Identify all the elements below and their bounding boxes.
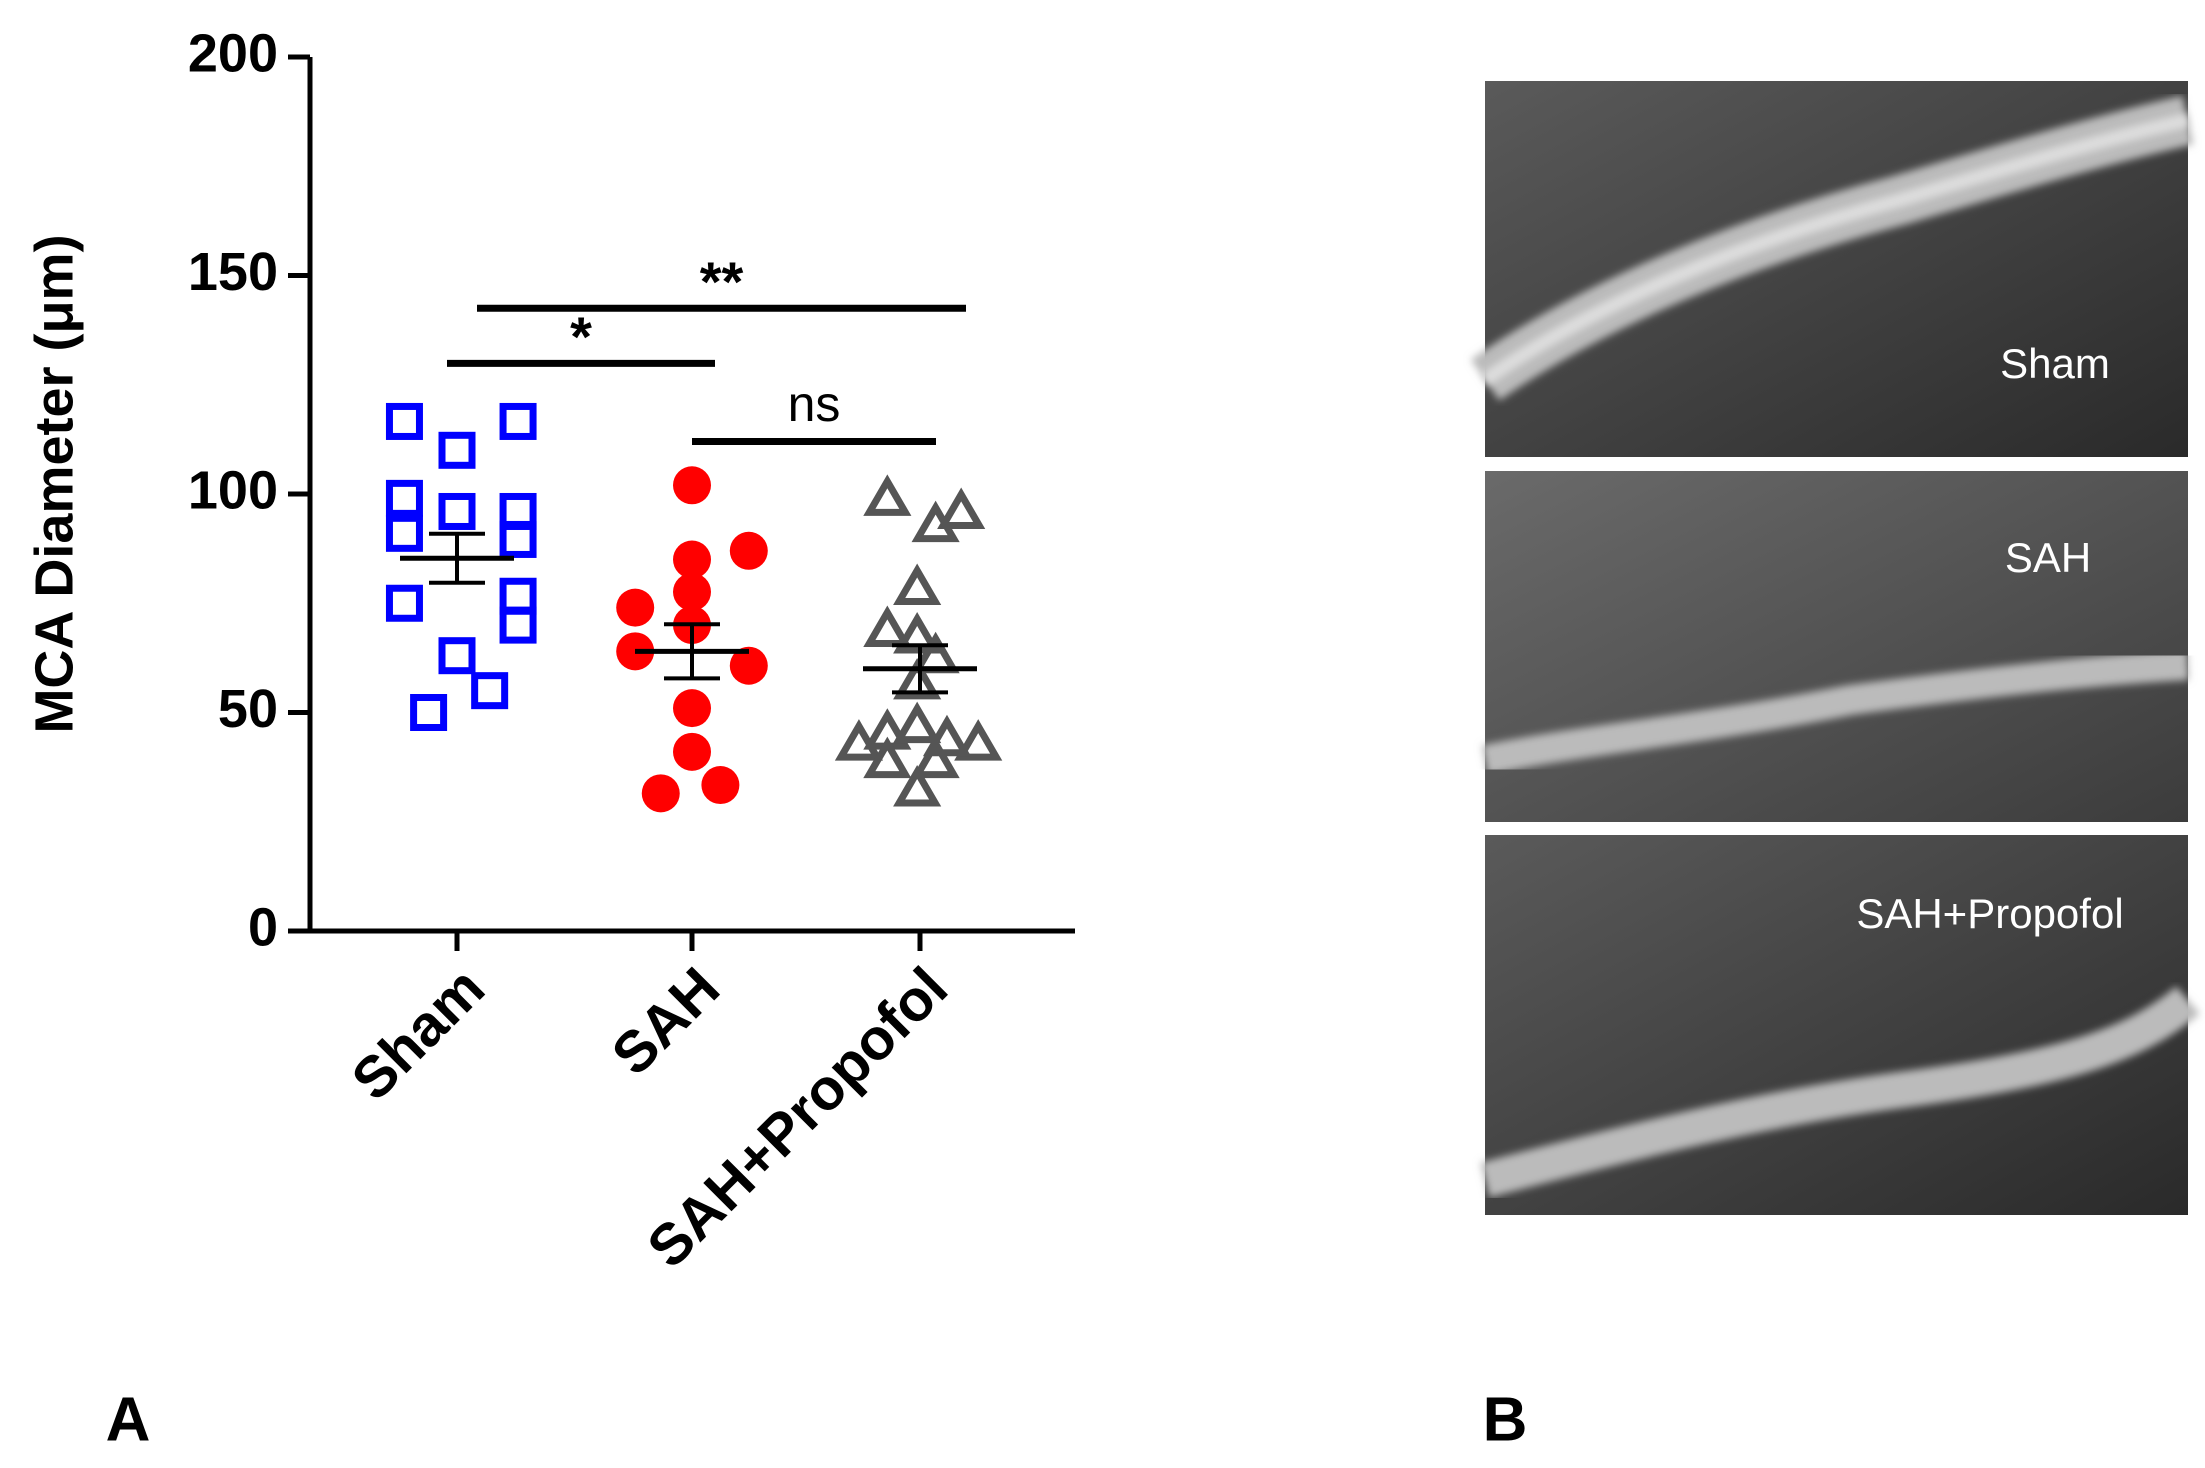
data-point [385,479,423,517]
data-point [922,714,972,757]
data-point [834,719,884,761]
data-point [499,520,537,558]
data-point [893,563,942,606]
data-point [911,500,960,543]
micrograph: SAH [1481,471,2189,822]
data-point [499,606,537,644]
data-point [410,694,448,731]
data-point [385,584,423,622]
data-point [673,689,711,728]
data-point [954,719,1003,761]
vessel [1481,113,2190,386]
data-point [673,732,711,771]
data-point [438,431,476,469]
data-point [893,657,942,700]
vessel [1481,650,2189,775]
data-point [893,612,942,654]
image-label: Sham [2000,340,2110,387]
x-tick-label: SAH [599,955,732,1088]
panel-label: B [1483,1385,1528,1454]
y-tick-label: 50 [218,679,278,739]
y-axis-label: MCA Diameter (μm) [24,234,84,733]
data-point [641,774,680,813]
data-point [471,672,509,710]
data-point [438,637,476,675]
data-point [673,572,711,611]
data-point [673,466,711,505]
micrograph: SAH+Propofol [1480,835,2200,1215]
micrograph: Sham [1470,81,2194,457]
data-point [911,736,960,779]
data-point [673,540,711,579]
data-point [616,588,655,627]
data-point [701,766,740,805]
significance-label: ns [788,376,841,432]
y-tick-label: 200 [188,23,278,83]
data-point [893,701,942,744]
data-point [729,646,768,685]
image-background [1485,471,2188,822]
significance-label: ** [700,250,744,313]
data-point [863,474,912,516]
data-point [863,605,912,647]
image-label: SAH+Propofol [1856,890,2123,937]
x-tick-label: Sham [339,955,497,1113]
data-point [385,514,423,552]
data-point [438,492,476,530]
data-point [385,402,423,440]
data-point [863,736,912,779]
panel-label: A [106,1385,151,1454]
significance-label: * [570,305,592,368]
y-tick-label: 150 [188,242,278,302]
data-point [499,402,537,440]
y-tick-label: 100 [188,460,278,520]
vessel [1480,986,2200,1198]
y-tick-label: 0 [248,897,278,957]
image-label: SAH [2005,534,2091,581]
data-point [729,531,768,570]
data-point [893,765,942,807]
data-point [937,487,986,529]
